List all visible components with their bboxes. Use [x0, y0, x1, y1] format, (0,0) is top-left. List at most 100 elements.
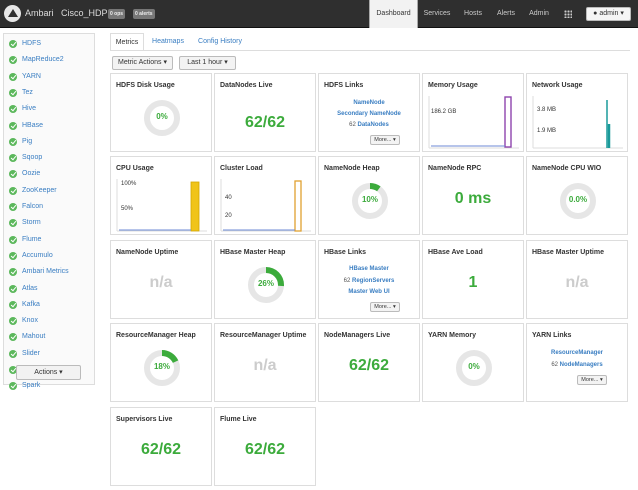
- widget-hbase-ave-load[interactable]: HBase Ave Load 1: [422, 240, 524, 319]
- sidebar-item-zookeeper[interactable]: ZooKeeper: [6, 183, 94, 199]
- widget-namenode-rpc[interactable]: NameNode RPC 0 ms: [422, 156, 524, 235]
- ops-badge[interactable]: 0 ops: [108, 9, 126, 19]
- sidebar-item-mapreduce2[interactable]: MapReduce2: [6, 52, 94, 68]
- sidebar-item-tez[interactable]: Tez: [6, 85, 94, 101]
- sidebar-item-label: Slider: [22, 349, 40, 357]
- views-grid-icon[interactable]: [564, 10, 572, 18]
- widget-title: Memory Usage: [428, 82, 478, 89]
- widget-namenode-uptime[interactable]: NameNode Uptime n/a: [110, 240, 212, 319]
- widget-namenode-heap[interactable]: NameNode Heap 10%: [318, 156, 420, 235]
- sidebar-item-mahout[interactable]: Mahout: [6, 329, 94, 345]
- sidebar-item-atlas[interactable]: Atlas: [6, 281, 94, 297]
- sidebar-item-yarn[interactable]: YARN: [6, 69, 94, 85]
- widget-cpu-usage[interactable]: CPU Usage 100% 50%: [110, 156, 212, 235]
- widget-hbase-master-uptime[interactable]: HBase Master Uptime n/a: [526, 240, 628, 319]
- regionservers-link-row[interactable]: 62 RegionServers: [319, 278, 419, 284]
- sidebar-item-hbase[interactable]: HBase: [6, 118, 94, 134]
- widget-yarn-memory[interactable]: YARN Memory 0%: [422, 323, 524, 402]
- hdfs-disk-donut: [144, 100, 180, 136]
- rm-heap-donut: [144, 350, 180, 386]
- alerts-badge[interactable]: 0 alerts: [133, 9, 155, 19]
- widget-resourcemanager-heap[interactable]: ResourceManager Heap 18%: [110, 323, 212, 402]
- namenode-link[interactable]: NameNode: [353, 100, 385, 106]
- check-circle-icon: [9, 88, 17, 97]
- sidebar-item-kafka[interactable]: Kafka: [6, 297, 94, 313]
- resourcemanager-link[interactable]: ResourceManager: [550, 350, 604, 356]
- widget-hbase-master-heap[interactable]: HBase Master Heap 26%: [214, 240, 316, 319]
- widget-cluster-load[interactable]: Cluster Load 40 20: [214, 156, 316, 235]
- widget-resourcemanager-uptime[interactable]: ResourceManager Uptime n/a: [214, 323, 316, 402]
- hbase-heap-value: 26%: [257, 279, 274, 288]
- hbase-more-button[interactable]: More... ▾: [370, 302, 400, 312]
- datanodes-link-row[interactable]: 62 DataNodes: [319, 122, 419, 128]
- widget-datanodes-live[interactable]: DataNodes Live 62/62: [214, 73, 316, 152]
- service-actions-button[interactable]: Actions ▾: [16, 365, 81, 380]
- sidebar-item-storm[interactable]: Storm: [6, 215, 94, 231]
- widget-memory-usage[interactable]: Memory Usage 186.2 GB: [422, 73, 524, 152]
- check-circle-icon: [9, 317, 17, 326]
- tab-heatmaps[interactable]: Heatmaps: [152, 38, 184, 45]
- widget-title: Network Usage: [532, 82, 583, 89]
- sidebar-item-hdfs[interactable]: HDFS: [6, 36, 94, 52]
- widget-title: HBase Ave Load: [428, 249, 483, 256]
- widget-nodemanagers-live[interactable]: NodeManagers Live 62/62: [318, 323, 420, 402]
- widget-supervisors-live[interactable]: Supervisors Live 62/62: [110, 407, 212, 486]
- nav-services[interactable]: Services: [423, 10, 451, 17]
- sidebar-item-hive[interactable]: Hive: [6, 101, 94, 117]
- widget-hdfs-disk-usage[interactable]: HDFS Disk Usage 0%: [110, 73, 212, 152]
- flume-live-value: 62/62: [244, 441, 286, 458]
- cpu-axis-top: 100%: [121, 181, 137, 187]
- sidebar-item-spark[interactable]: Spark: [6, 378, 94, 394]
- sidebar-item-pig[interactable]: Pig: [6, 134, 94, 150]
- sidebar-item-oozie[interactable]: Oozie: [6, 166, 94, 182]
- check-circle-icon: [9, 382, 17, 391]
- widget-title: CPU Usage: [116, 165, 154, 172]
- sidebar-item-label: Sqoop: [22, 154, 43, 162]
- sidebar-item-label: Spark: [22, 382, 41, 390]
- user-menu-button[interactable]: ● admin ▾: [586, 7, 631, 21]
- widget-network-usage[interactable]: Network Usage 3.8 MB 1.9 MB: [526, 73, 628, 152]
- sidebar-item-flume[interactable]: Flume: [6, 232, 94, 248]
- check-circle-icon: [9, 300, 17, 309]
- widget-title: NameNode RPC: [428, 165, 482, 172]
- namenode-uptime-value: n/a: [149, 274, 173, 291]
- brand-name[interactable]: Ambari: [25, 8, 54, 18]
- widget-title: ResourceManager Uptime: [220, 332, 307, 339]
- widget-namenode-cpu-wio[interactable]: NameNode CPU WIO 0.0%: [526, 156, 628, 235]
- ambari-logo-icon[interactable]: [4, 5, 21, 22]
- hdfs-more-button[interactable]: More... ▾: [370, 135, 400, 145]
- sidebar-item-ambari-metrics[interactable]: Ambari Metrics: [6, 264, 94, 280]
- services-sidebar: HDFS MapReduce2 YARN Tez Hive HBase Pig Sqoop Oo…: [3, 33, 95, 391]
- namenode-cpu-donut: [560, 183, 596, 219]
- sidebar-item-sqoop[interactable]: Sqoop: [6, 150, 94, 166]
- secondary-namenode-link[interactable]: Secondary NameNode: [337, 111, 401, 117]
- sidebar-item-label: Mahout: [22, 333, 46, 341]
- metric-actions-button[interactable]: Metric Actions ▾: [112, 56, 173, 70]
- sidebar-item-falcon[interactable]: Falcon: [6, 199, 94, 215]
- widget-flume-live[interactable]: Flume Live 62/62: [214, 407, 316, 486]
- check-circle-icon: [9, 366, 17, 374]
- widget-title: Cluster Load: [220, 165, 263, 172]
- nav-admin[interactable]: Admin: [529, 10, 549, 17]
- yarn-more-button[interactable]: More... ▾: [577, 375, 607, 385]
- user-icon: ●: [593, 10, 600, 17]
- tab-config-history[interactable]: Config History: [198, 38, 242, 45]
- nodemanagers-link-row[interactable]: 62 NodeManagers: [527, 362, 627, 368]
- time-range-button[interactable]: Last 1 hour ▾: [179, 56, 236, 70]
- namenode-rpc-value: 0 ms: [454, 190, 492, 207]
- sidebar-item-knox[interactable]: Knox: [6, 313, 94, 329]
- nav-alerts[interactable]: Alerts: [497, 10, 515, 17]
- sidebar-item-slider[interactable]: Slider: [6, 346, 94, 362]
- sidebar-item-accumulo[interactable]: Accumulo: [6, 248, 94, 264]
- sidebar-item-label: HBase: [22, 121, 44, 129]
- sidebar-item-label: Ambari Metrics: [22, 268, 69, 276]
- tab-metrics[interactable]: Metrics: [110, 33, 144, 51]
- hbase-master-link[interactable]: HBase Master: [349, 266, 389, 272]
- widget-title: ResourceManager Heap: [116, 332, 196, 339]
- nav-hosts[interactable]: Hosts: [464, 10, 482, 17]
- sidebar-item-label: ZooKeeper: [22, 186, 57, 194]
- nav-dashboard[interactable]: Dashboard: [369, 0, 418, 28]
- cluster-name[interactable]: Cisco_HDP: [61, 8, 108, 18]
- sidebar-item-label: HDFS: [22, 40, 42, 47]
- master-web-ui-link[interactable]: Master Web UI: [348, 289, 390, 295]
